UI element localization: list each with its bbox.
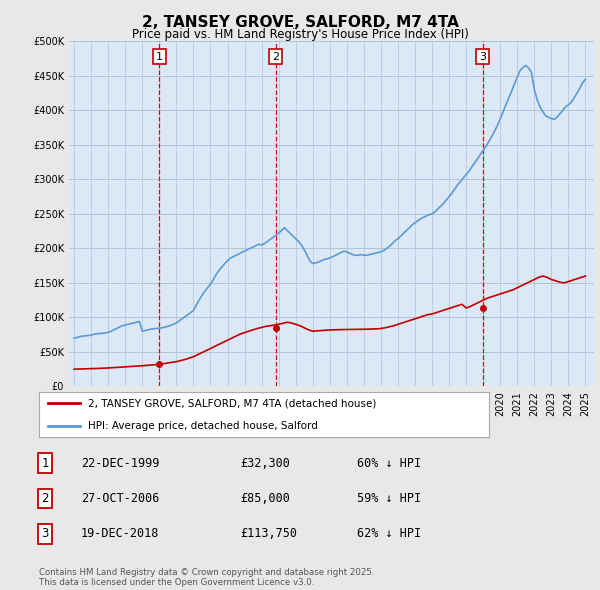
- Text: 27-OCT-2006: 27-OCT-2006: [81, 492, 160, 505]
- Text: 2, TANSEY GROVE, SALFORD, M7 4TA (detached house): 2, TANSEY GROVE, SALFORD, M7 4TA (detach…: [89, 398, 377, 408]
- Text: Contains HM Land Registry data © Crown copyright and database right 2025.
This d: Contains HM Land Registry data © Crown c…: [39, 568, 374, 587]
- Text: 2: 2: [41, 492, 49, 505]
- Text: 1: 1: [41, 457, 49, 470]
- Text: Price paid vs. HM Land Registry's House Price Index (HPI): Price paid vs. HM Land Registry's House …: [131, 28, 469, 41]
- Text: £113,750: £113,750: [240, 527, 297, 540]
- Text: 59% ↓ HPI: 59% ↓ HPI: [357, 492, 421, 505]
- Text: 60% ↓ HPI: 60% ↓ HPI: [357, 457, 421, 470]
- Text: 3: 3: [41, 527, 49, 540]
- Text: 3: 3: [479, 52, 486, 61]
- Text: 22-DEC-1999: 22-DEC-1999: [81, 457, 160, 470]
- Text: 1: 1: [156, 52, 163, 61]
- Text: £85,000: £85,000: [240, 492, 290, 505]
- Text: 2, TANSEY GROVE, SALFORD, M7 4TA: 2, TANSEY GROVE, SALFORD, M7 4TA: [142, 15, 458, 30]
- Text: 2: 2: [272, 52, 280, 61]
- Text: HPI: Average price, detached house, Salford: HPI: Average price, detached house, Salf…: [89, 421, 319, 431]
- Text: 62% ↓ HPI: 62% ↓ HPI: [357, 527, 421, 540]
- Text: 19-DEC-2018: 19-DEC-2018: [81, 527, 160, 540]
- Text: £32,300: £32,300: [240, 457, 290, 470]
